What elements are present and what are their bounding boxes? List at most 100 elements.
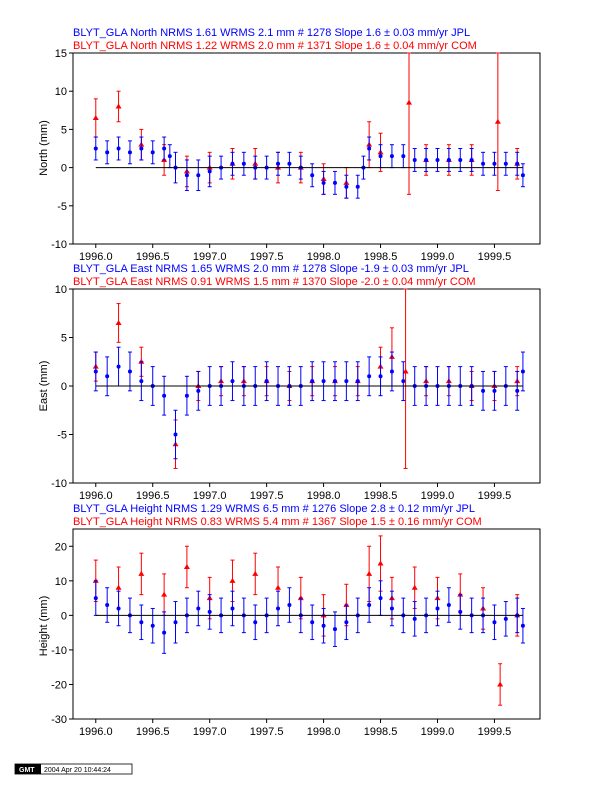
y-tick-label: 20 <box>55 541 67 553</box>
data-point <box>321 180 326 185</box>
data-point <box>167 154 172 159</box>
series-com <box>92 288 521 469</box>
data-point <box>161 591 168 597</box>
data-point <box>264 379 269 384</box>
data-point <box>469 157 474 162</box>
x-tick-label: 1997.0 <box>193 251 227 263</box>
y-tick-label: -30 <box>51 714 67 726</box>
east-legend-com: BLYT_GLA East NRMS 0.91 WRMS 1.5 mm # 13… <box>73 276 476 288</box>
north-legend-com: BLYT_GLA North NRMS 1.22 WRMS 2.0 mm # 1… <box>73 40 477 52</box>
x-tick-label: 1996.0 <box>79 251 113 263</box>
data-point <box>150 150 155 155</box>
data-point <box>406 99 413 105</box>
data-point <box>139 620 144 625</box>
north-panel: BLYT_GLA North NRMS 1.61 WRMS 2.1 mm # 1… <box>38 27 541 263</box>
data-point <box>355 184 360 189</box>
data-point <box>424 157 429 162</box>
y-tick-label: 10 <box>55 284 67 296</box>
data-point <box>105 603 110 607</box>
x-tick-label: 1996.0 <box>79 490 113 502</box>
east-legend-jpl: BLYT_GLA East NRMS 1.65 WRMS 2.0 mm # 12… <box>73 263 469 275</box>
data-point <box>162 393 167 398</box>
x-tick-label: 1996.5 <box>136 726 170 738</box>
data-point <box>520 369 525 374</box>
height-panel: BLYT_GLA Height NRMS 1.29 WRMS 6.5 mm # … <box>38 503 541 738</box>
data-point <box>196 388 201 393</box>
x-tick-label: 1999.5 <box>478 726 512 738</box>
height-plot-area: -30 -20 -10 0 10 20 1996.0 1996.5 1997.0 1997.5 19… <box>51 528 541 738</box>
x-tick-label: 1997.5 <box>250 490 284 502</box>
y-tick-label: -5 <box>57 201 67 213</box>
data-point <box>207 609 212 614</box>
data-point <box>196 173 201 178</box>
x-tick-label: 1999.0 <box>421 490 455 502</box>
data-point <box>411 584 418 590</box>
plot-frame <box>72 52 541 245</box>
data-point <box>310 379 315 384</box>
data-point <box>184 173 189 178</box>
series-jpl <box>93 346 525 460</box>
data-point <box>366 570 373 576</box>
series-jpl <box>93 580 525 654</box>
data-point <box>503 616 508 621</box>
data-point <box>196 606 201 611</box>
data-point <box>115 584 122 590</box>
y-tick-label: -20 <box>51 679 67 691</box>
y-tick-label: 10 <box>55 576 67 588</box>
data-point <box>184 393 189 398</box>
x-tick-label: 1997.0 <box>193 490 227 502</box>
data-point <box>458 157 463 162</box>
data-point <box>116 146 121 151</box>
data-point <box>150 623 155 628</box>
data-point <box>367 146 372 151</box>
data-point <box>138 570 145 576</box>
data-point <box>402 368 409 374</box>
y-tick-label: 10 <box>55 86 67 98</box>
data-point <box>446 157 451 162</box>
data-point <box>401 379 406 384</box>
east-plot-area: -10 -5 0 5 10 1996.0 1996.5 1997.0 1997.5 1998.0 1… <box>51 284 541 502</box>
data-point <box>332 627 337 632</box>
data-point <box>435 157 440 162</box>
height-y-axis-label: Height (mm) <box>38 596 50 657</box>
data-point <box>93 596 98 601</box>
data-point <box>520 173 525 178</box>
x-tick-label: 1998.0 <box>307 490 341 502</box>
data-point <box>367 603 372 607</box>
east-panel: BLYT_GLA East NRMS 1.65 WRMS 2.0 mm # 12… <box>38 263 541 502</box>
data-point <box>481 161 486 166</box>
data-point <box>344 620 349 625</box>
data-point <box>275 584 282 590</box>
x-tick-label: 1998.5 <box>364 490 398 502</box>
data-point <box>252 570 259 576</box>
data-point <box>93 369 98 374</box>
x-tick-label: 1999.0 <box>421 251 455 263</box>
x-tick-label: 1998.0 <box>307 726 341 738</box>
height-legend-jpl: BLYT_GLA Height NRMS 1.29 WRMS 6.5 mm # … <box>73 503 475 515</box>
series-jpl <box>93 136 525 199</box>
data-point <box>310 620 315 625</box>
data-point <box>139 379 144 384</box>
data-point <box>321 623 326 628</box>
data-point <box>93 146 98 151</box>
data-point <box>139 146 144 151</box>
data-point <box>492 161 497 166</box>
x-tick-label: 1998.5 <box>364 251 398 263</box>
data-point <box>310 173 315 178</box>
data-point <box>355 379 360 384</box>
data-point <box>367 374 372 379</box>
data-point <box>162 630 167 635</box>
north-y-axis-label: North (mm) <box>38 120 50 176</box>
gmt-timestamp-stamp: GMT 2004 Apr 20 10:44:24 <box>14 763 133 775</box>
data-point <box>344 184 349 189</box>
y-tick-label: 5 <box>61 333 67 345</box>
data-point <box>377 560 384 566</box>
data-point <box>207 169 212 174</box>
x-tick-label: 1998.0 <box>307 251 341 263</box>
data-point <box>401 154 406 159</box>
data-point <box>332 379 337 384</box>
data-point <box>389 369 394 374</box>
data-point <box>287 161 292 166</box>
data-point <box>458 609 463 614</box>
x-tick-label: 1996.0 <box>79 726 113 738</box>
